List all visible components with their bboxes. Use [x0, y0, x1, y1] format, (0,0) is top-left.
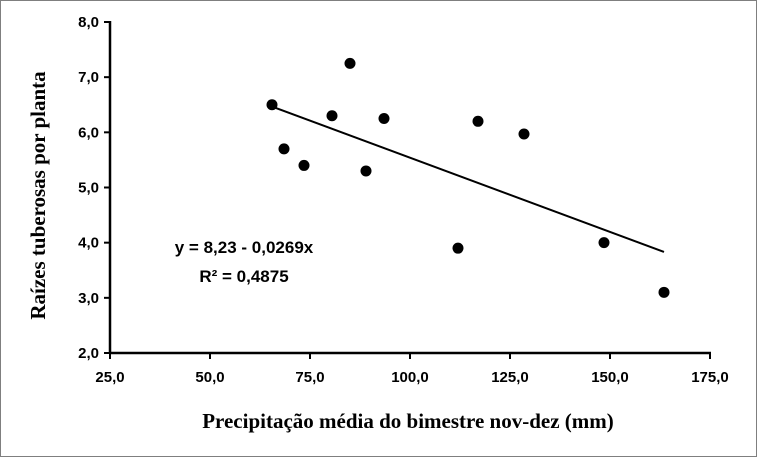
y-tick-label: 4,0	[78, 235, 99, 252]
data-point	[598, 237, 610, 249]
r-squared-label: R² = 0,4875	[199, 267, 288, 286]
data-point	[472, 115, 484, 127]
data-point	[278, 143, 290, 155]
trendline	[269, 104, 665, 253]
x-tick-label: 75,0	[295, 369, 324, 386]
data-point	[344, 57, 356, 69]
x-tick-label: 100,0	[391, 369, 429, 386]
data-point	[452, 242, 464, 254]
y-tick-label: 2,0	[78, 345, 99, 362]
data-point	[326, 110, 338, 122]
x-tick-label: 25,0	[95, 369, 124, 386]
data-point	[518, 128, 530, 140]
y-tick-label: 3,0	[78, 290, 99, 307]
data-point	[378, 113, 390, 125]
y-tick-label: 5,0	[78, 180, 99, 197]
regression-equation: y = 8,23 - 0,0269x	[175, 238, 314, 257]
x-tick-label: 150,0	[591, 369, 629, 386]
y-tick-label: 8,0	[78, 14, 99, 31]
data-point	[360, 165, 372, 177]
x-axis-title: Precipitação média do bimestre nov-dez (…	[202, 409, 614, 433]
y-tick-label: 7,0	[78, 69, 99, 86]
y-axis-title: Raízes tuberosas por planta	[26, 71, 50, 320]
y-tick-label: 6,0	[78, 124, 99, 141]
data-point	[658, 286, 670, 298]
x-tick-label: 50,0	[195, 369, 224, 386]
x-tick-label: 175,0	[691, 369, 729, 386]
data-point	[298, 159, 310, 171]
x-tick-label: 125,0	[491, 369, 529, 386]
data-point	[266, 99, 278, 111]
